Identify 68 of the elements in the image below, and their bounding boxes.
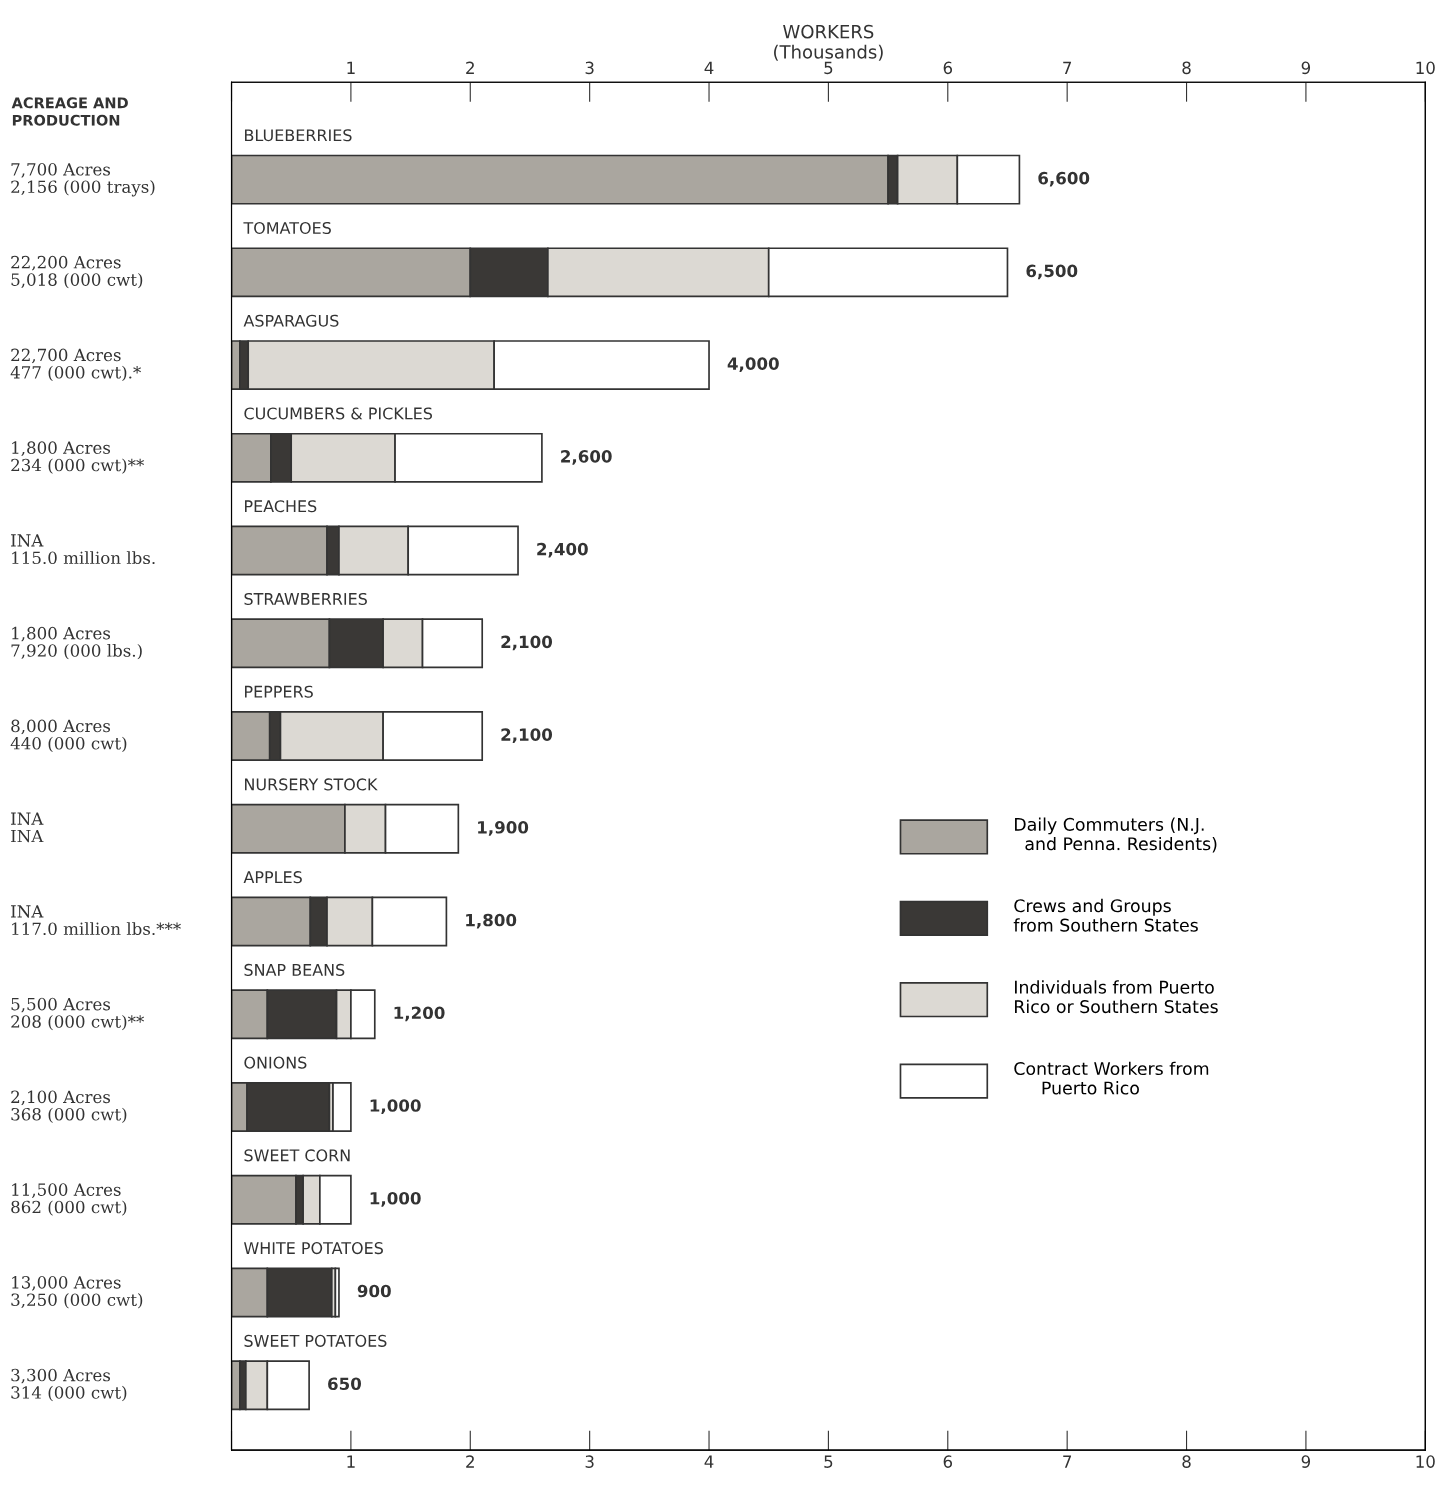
x-tick-label: 2 [466,61,474,74]
total-label: 2,600 [561,450,612,465]
x2-tick-label: 4 [704,1455,714,1468]
y-tick-label: SNAP BEANS [244,963,345,976]
text: 5,500 Acres 208 (000 cwt)** [11,997,145,1031]
x-tick-label: 5 [824,61,833,75]
x-tick-label: 8 [1182,61,1191,75]
legend-label: Individuals from Puerto Rico or Southern States [1015,980,1218,1014]
total-label: 1,900 [478,821,529,836]
total-label: 1,000 [370,1191,421,1207]
x2-tick-label: 1 [347,1455,355,1468]
text: 7,700 Acres 2,156 (000 trays) [11,163,155,197]
total-label: 2,100 [501,728,553,744]
x-tick-label: 6 [943,61,953,75]
legend-label: Crews and Groups from Southern States [1013,898,1198,932]
total-label: 6,600 [1038,171,1090,187]
y-tick-label: PEACHES [245,500,317,513]
total-label: 650 [328,1377,362,1391]
x-tick-label: 9 [1301,61,1311,75]
text: 1,800 Acres 234 (000 cwt)** [11,441,145,474]
text: 11,500 Acres 862 (000 cwt) [11,1183,127,1216]
y-tick-label: BLUEBERRIES [245,129,352,142]
total-label: 1,800 [466,913,517,929]
x2-tick-label: 10 [1416,1455,1435,1468]
text: INA INA [11,812,44,843]
total-label: 900 [357,1284,391,1298]
text: 1,800 Acres 7,920 (000 lbs.) [11,626,142,660]
legend-label: Contract Workers from Puerto Rico [1014,1061,1209,1095]
text: ACREAGE AND PRODUCTION [11,97,128,126]
x2-tick-label: 9 [1301,1455,1311,1468]
x2-tick-label: 8 [1182,1455,1191,1468]
x-tick-label: 3 [585,61,594,75]
x2-tick-label: 7 [1063,1455,1072,1468]
x-axis-title: WORKERS (Thousands) [774,24,883,61]
text: 2,100 Acres 368 (000 cwt) [11,1090,127,1123]
y-tick-label: CUCUMBERS & PICKLES [244,407,433,420]
text: INA 115.0 million lbs. [11,534,155,565]
x-tick-label: 10 [1416,61,1435,75]
text: 8,000 Acres 440 (000 cwt) [10,719,127,752]
text: 22,700 Acres 477 (000 cwt).* [10,348,142,381]
x-tick-label: 4 [704,61,714,74]
x2-tick-label: 5 [824,1455,833,1468]
y-tick-label: SWEET POTATOES [244,1334,387,1347]
total-label: 2,100 [501,635,553,651]
y-tick-label: PEPPERS [245,685,313,698]
y-tick-label: SWEET CORN [244,1149,350,1162]
y-tick-label: NURSERY STOCK [245,778,378,791]
text: 22,200 Acres 5,018 (000 cwt) [11,255,143,289]
y-tick-label: ASPARAGUS [243,314,339,327]
y-tick-label: WHITE POTATOES [243,1242,383,1255]
total-label: 1,000 [370,1099,421,1114]
total-label: 6,500 [1026,264,1078,280]
x2-tick-label: 3 [585,1455,594,1468]
x-tick-label: 7 [1063,61,1072,74]
y-tick-label: APPLES [243,871,302,884]
y-tick-label: ONIONS [244,1056,307,1069]
text: 13,000 Acres 3,250 (000 cwt) [11,1276,143,1309]
y-tick-label: TOMATOES [243,221,331,235]
text: 3,300 Acres 314 (000 cwt) [11,1368,127,1402]
x2-tick-label: 6 [943,1455,953,1468]
total-label: 2,400 [537,542,588,558]
total-label: 1,200 [394,1006,445,1022]
text: INA 117.0 million lbs.*** [11,905,181,936]
y-tick-label: STRAWBERRIES [244,592,367,605]
total-label: 4,000 [727,357,779,373]
x2-tick-label: 2 [466,1455,474,1468]
x-tick-label: 1 [347,61,355,74]
legend-label: Daily Commuters (N.J. and Penna. Residents) [1015,817,1217,853]
